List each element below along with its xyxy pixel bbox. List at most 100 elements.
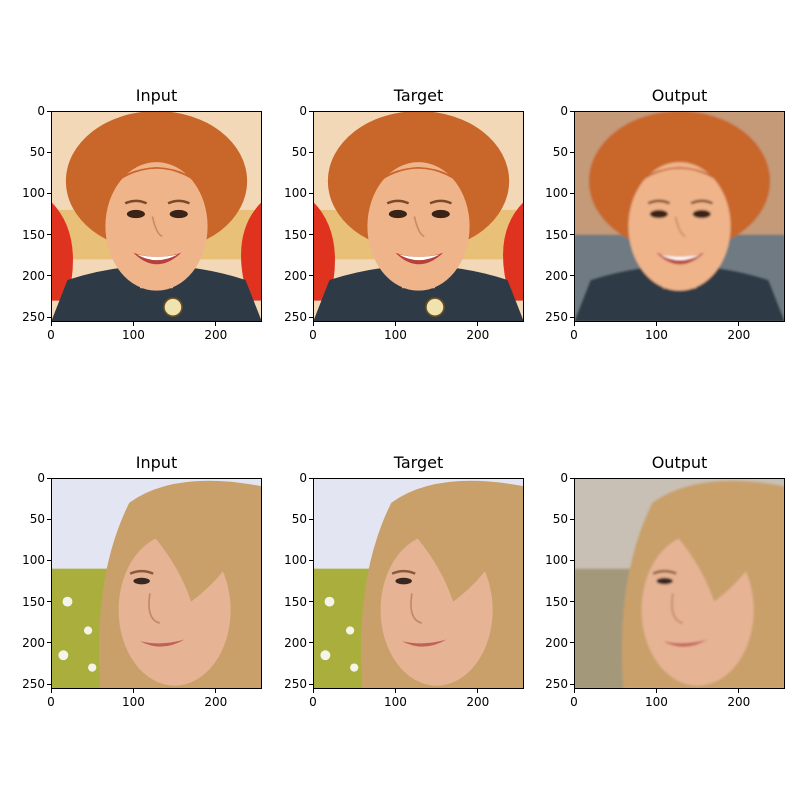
blonde-woman-face [51,478,262,689]
row2-input-xtick [132,689,134,693]
row2-input-ytick [47,559,51,561]
row1-input-ytick [47,110,51,112]
row2-output-ytick [570,683,574,685]
row1-target-image [313,111,524,322]
row2-output-xtick [573,689,575,693]
row1-input-ytick-label: 0 [37,104,45,118]
row2-target-xtick-label: 100 [383,695,407,709]
row2-target-ytick-label: 100 [284,553,307,568]
row1-input-xtick-label: 200 [204,328,228,342]
row2-input-ytick [47,601,51,603]
row2-target-xtick [394,689,396,693]
row1-input-image [51,111,262,322]
row1-target-ytick [309,234,313,236]
row2-input-ytick-label: 0 [37,471,45,485]
row1-input-ytick-label: 150 [22,227,45,242]
red-haired-woman-face [51,111,262,322]
row1-input-ytick [47,316,51,318]
row1-output-xtick [738,322,740,326]
row2-output-ytick [570,518,574,520]
row2-output-ytick-label: 50 [552,512,568,527]
row1-target-xtick [394,322,396,326]
row1-target-xtick [477,322,479,326]
row1-output-xtick-label: 200 [727,328,751,342]
row2-target-ytick [309,683,313,685]
blonde-woman-face [574,478,785,689]
row2-input-xtick-label: 200 [204,695,228,709]
row1-target-ytick-label: 50 [291,145,307,160]
row1-target-ytick [309,275,313,277]
row1-target-ytick-label: 100 [284,186,307,201]
row1-output-ytick-label: 50 [552,145,568,160]
row1-output-ytick-label: 250 [545,310,568,325]
row2-input-ytick-label: 250 [22,677,45,692]
row2-output-ytick-label: 150 [545,594,568,609]
row1-output-ytick-label: 150 [545,227,568,242]
row2-target-xtick [312,689,314,693]
row2-target-ytick-label: 150 [284,594,307,609]
row2-output-title: Output [651,453,708,472]
row2-input-ytick [47,642,51,644]
row2-target-image [313,478,524,689]
row2-target-xtick-label: 0 [309,695,317,709]
row2-input-xtick [50,689,52,693]
row1-target-ytick [309,316,313,318]
row1-input-ytick [47,151,51,153]
row1-output-ytick-label: 200 [545,268,568,283]
row2-output-ytick [570,477,574,479]
row2-output-xtick [738,689,740,693]
row1-input-ytick-label: 50 [29,145,45,160]
row2-output-image [574,478,785,689]
row1-output-xtick-label: 100 [644,328,668,342]
row1-target-xtick-label: 200 [466,328,490,342]
row1-input-xtick [215,322,217,326]
red-haired-woman-face [313,111,524,322]
row1-input-xtick [50,322,52,326]
row1-input-ytick-label: 100 [22,186,45,201]
row1-output-xtick [573,322,575,326]
row2-output-ytick-label: 250 [545,677,568,692]
row1-output-title: Output [651,86,708,105]
row2-input-title: Input [135,453,178,472]
row1-output-ytick-label: 100 [545,186,568,201]
row1-target-ytick [309,110,313,112]
row1-output-xtick [655,322,657,326]
row1-output-ytick [570,316,574,318]
row1-target-ytick-label: 200 [284,268,307,283]
row2-output-ytick-label: 100 [545,553,568,568]
row2-output-ytick-label: 200 [545,635,568,650]
row2-target-ytick [309,601,313,603]
row2-input-ytick-label: 200 [22,635,45,650]
row2-target-xtick [477,689,479,693]
row2-output-xtick [655,689,657,693]
row2-input-xtick-label: 0 [47,695,55,709]
row2-output-xtick-label: 200 [727,695,751,709]
row2-input-xtick [215,689,217,693]
red-haired-woman-face [574,111,785,322]
row1-target-xtick-label: 100 [383,328,407,342]
row2-input-ytick [47,518,51,520]
row2-target-xtick-label: 200 [466,695,490,709]
row2-input-ytick-label: 100 [22,553,45,568]
row2-input-ytick-label: 150 [22,594,45,609]
row2-input-xtick-label: 100 [121,695,145,709]
row1-input-title: Input [135,86,178,105]
row2-output-ytick [570,601,574,603]
row1-input-xtick-label: 100 [121,328,145,342]
row2-output-ytick [570,642,574,644]
row1-input-xtick-label: 0 [47,328,55,342]
row1-target-ytick [309,192,313,194]
row1-output-ytick [570,192,574,194]
row2-input-ytick [47,683,51,685]
row1-input-ytick-label: 200 [22,268,45,283]
row1-output-ytick [570,275,574,277]
row1-target-ytick-label: 0 [299,104,307,118]
row2-output-xtick-label: 0 [570,695,578,709]
row2-target-ytick [309,559,313,561]
row1-input-ytick [47,234,51,236]
blonde-woman-face [313,478,524,689]
row2-output-xtick-label: 100 [644,695,668,709]
row1-input-ytick [47,192,51,194]
row1-target-xtick-label: 0 [309,328,317,342]
